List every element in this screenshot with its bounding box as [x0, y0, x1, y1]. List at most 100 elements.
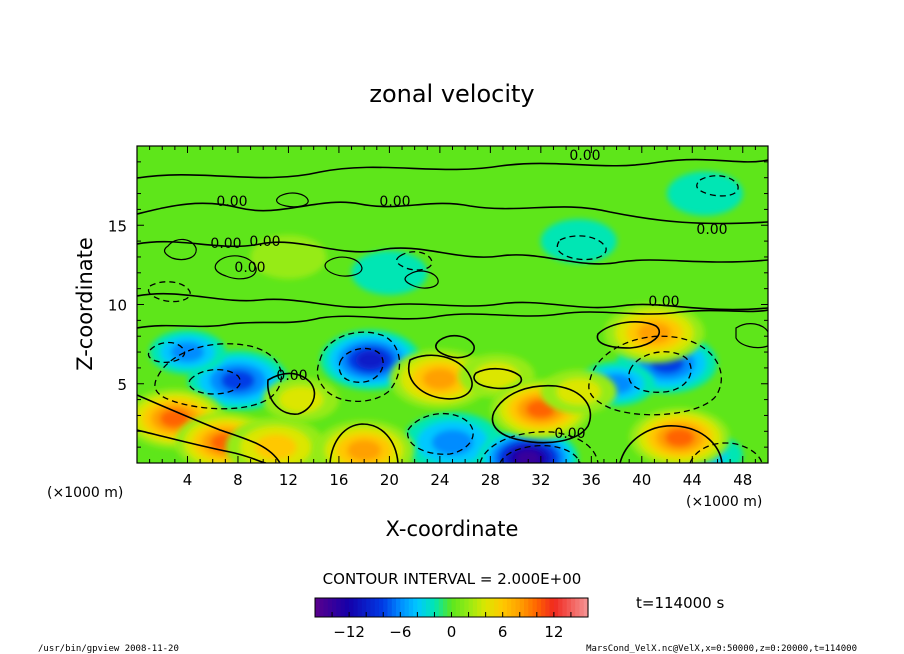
contour-line: [435, 334, 475, 359]
negative-contour-line: [588, 335, 722, 416]
y-ticks: 5 10 15: [108, 161, 768, 448]
negative-contour-line: [316, 331, 401, 403]
colorbar-segment: [489, 598, 495, 617]
contour-label: 0.00: [569, 148, 600, 164]
colorbar-segment: [515, 598, 521, 617]
colorbar-segment: [519, 598, 525, 617]
colorbar-segment: [549, 598, 555, 617]
colorbar-segment: [485, 598, 491, 617]
negative-contour-line: [338, 347, 384, 383]
colorbar-segment: [336, 598, 342, 617]
field-level: [637, 322, 672, 344]
contour-label: 0.00: [276, 368, 307, 384]
colorbar-segment: [541, 598, 546, 617]
chart-title: zonal velocity: [369, 80, 534, 108]
x-tick-label: 36: [582, 471, 601, 489]
colorbar-segment: [472, 598, 478, 617]
colorbar-segment: [383, 598, 389, 617]
field-level: [220, 370, 255, 392]
colorbar-segment: [464, 598, 470, 617]
contour-line: [137, 429, 267, 463]
colorbar-segment: [570, 598, 576, 617]
x-tick-label: 32: [531, 471, 550, 489]
colorbar-segment: [421, 598, 427, 617]
colorbar-segment: [366, 598, 372, 617]
field-anomalies: [137, 171, 743, 463]
negative-contour-line: [154, 343, 283, 410]
contour-line: [137, 292, 768, 311]
colorbar-segment: [323, 598, 329, 617]
contour-line: [324, 256, 363, 277]
colorbar-segment: [408, 598, 414, 617]
x-tick-label: 40: [632, 471, 651, 489]
colorbar-segment: [528, 598, 534, 617]
negative-contour-line: [479, 431, 599, 463]
field-level: [422, 368, 457, 390]
field-anomaly: [314, 420, 415, 463]
colorbar-segment: [391, 598, 397, 617]
contour-line: [137, 158, 768, 179]
field-anomaly: [629, 407, 730, 463]
field-anomaly: [351, 250, 428, 295]
colorbar-segment: [468, 598, 474, 617]
colorbar-tick-label: 12: [544, 623, 563, 641]
field-level: [170, 342, 205, 363]
field-level: [355, 350, 386, 370]
colorbar-segment: [442, 598, 448, 617]
x-tick-label: 28: [481, 471, 500, 489]
contour-line: [404, 270, 439, 289]
colorbar-segment: [494, 598, 500, 617]
colorbar-segment: [434, 598, 440, 617]
field-level: [255, 434, 297, 460]
y-tick-label: 5: [117, 376, 127, 394]
colorbar-segment: [532, 598, 538, 617]
field-anomaly: [540, 369, 617, 414]
colorbar-segment: [400, 598, 406, 617]
colorbar-segment: [447, 598, 453, 617]
footer-right: MarsCond_VelX.nc@VelX,x=0:50000,z=0:2000…: [586, 644, 857, 654]
negative-contour-line: [395, 251, 433, 271]
colorbar-segment: [357, 598, 363, 617]
colorbar-segment: [361, 598, 367, 617]
contour-line: [329, 423, 399, 463]
colorbar-segment: [477, 598, 482, 617]
field-level: [431, 429, 474, 456]
field-level: [515, 450, 541, 463]
contour-line: [407, 354, 473, 400]
field-level: [250, 234, 327, 279]
contour-label: 0.00: [249, 234, 280, 250]
x-tick-label: 12: [279, 471, 298, 489]
contour-label: 0.00: [696, 222, 727, 238]
colorbar-tick-label: −6: [389, 623, 411, 641]
colorbar-segment: [378, 598, 384, 617]
contour-label: 0.00: [379, 194, 410, 210]
colorbar-segment: [502, 598, 508, 617]
colorbar-segment: [332, 598, 337, 617]
negative-contour-line: [628, 351, 692, 393]
x-tick-label: 20: [380, 471, 399, 489]
colorbar-segment: [387, 598, 393, 617]
contour-line: [473, 367, 523, 390]
colorbar-segment: [404, 598, 410, 617]
colorbar-segment: [506, 598, 512, 617]
field-anomaly: [478, 428, 579, 463]
colorbar-segment: [562, 598, 568, 617]
footer-left: /usr/bin/gpview 2008-11-20: [38, 644, 179, 654]
colorbar-segment: [344, 598, 350, 617]
field-level: [351, 250, 428, 295]
colorbar-segment: [536, 598, 542, 617]
contour-label: 0.00: [648, 294, 679, 310]
contour-label: 0.00: [234, 260, 265, 276]
field-anomaly: [263, 377, 340, 422]
colorbar-segment: [396, 598, 401, 617]
contour-label: 0.00: [554, 426, 585, 442]
colorbar-segment: [460, 598, 465, 617]
colorbar-segment: [566, 598, 572, 617]
colorbar-segment: [455, 598, 461, 617]
colorbar-segment: [511, 598, 517, 617]
contour-line: [137, 309, 768, 329]
colorbar: −12 −6 0 6 12: [314, 597, 589, 641]
y-tick-label: 10: [108, 297, 127, 315]
x-tick-label: 16: [329, 471, 348, 489]
